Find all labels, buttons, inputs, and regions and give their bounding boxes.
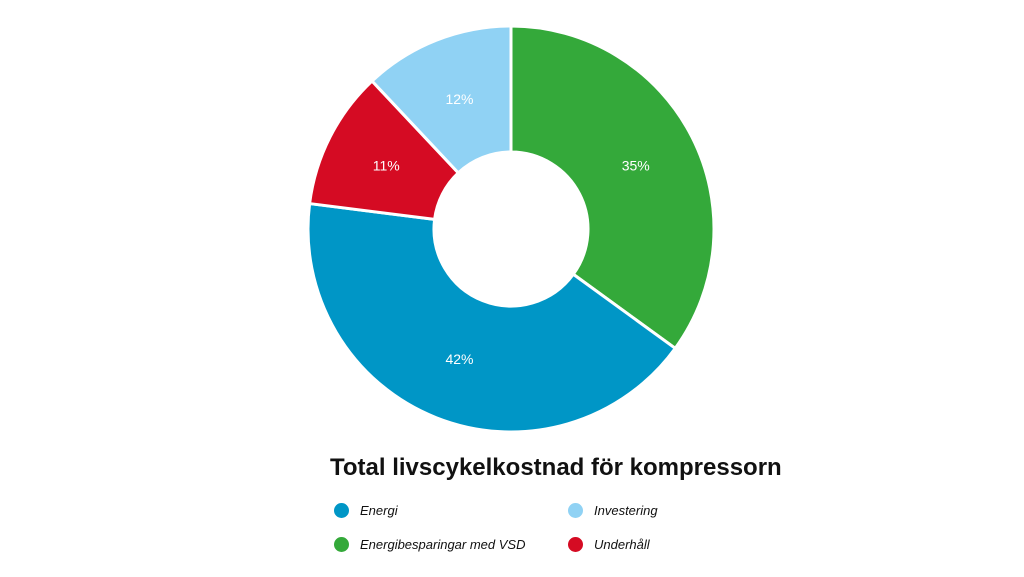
slice-energibesparingar-med-vsd — [509, 24, 716, 350]
donut-labels: 35% 42% 11% 12% — [373, 91, 650, 367]
slice-label-energibesparingar-med-vsd: 35% — [622, 157, 650, 173]
legend-item-energibesparingar: Energibesparingar med VSD — [334, 534, 525, 554]
legend-swatch-investering — [568, 502, 583, 518]
legend-label-energibesparingar: Energibesparingar med VSD — [360, 536, 526, 552]
donut-slices — [306, 24, 716, 434]
legend-swatch-energibesparingar — [334, 536, 349, 552]
legend-label-energi: Energi — [360, 502, 398, 518]
legend-item-investering: Investering — [568, 500, 658, 520]
legend-swatch-underhall — [568, 536, 583, 552]
slice-label-energi: 42% — [445, 351, 473, 367]
legend-swatch-energi — [334, 502, 349, 518]
legend-label-underhall: Underhåll — [594, 536, 650, 552]
slice-label-underhall: 11% — [373, 157, 400, 173]
legend-item-underhall: Underhåll — [568, 534, 650, 554]
legend: Energi Investering Energibesparingar med… — [334, 500, 754, 560]
chart-title: Total livscykelkostnad för kompressorn — [330, 454, 782, 481]
slice-investering — [370, 24, 513, 175]
legend-label-investering: Investering — [594, 502, 658, 518]
slice-label-investering: 12% — [445, 91, 473, 107]
legend-item-energi: Energi — [334, 500, 398, 520]
slice-energi — [306, 202, 677, 434]
